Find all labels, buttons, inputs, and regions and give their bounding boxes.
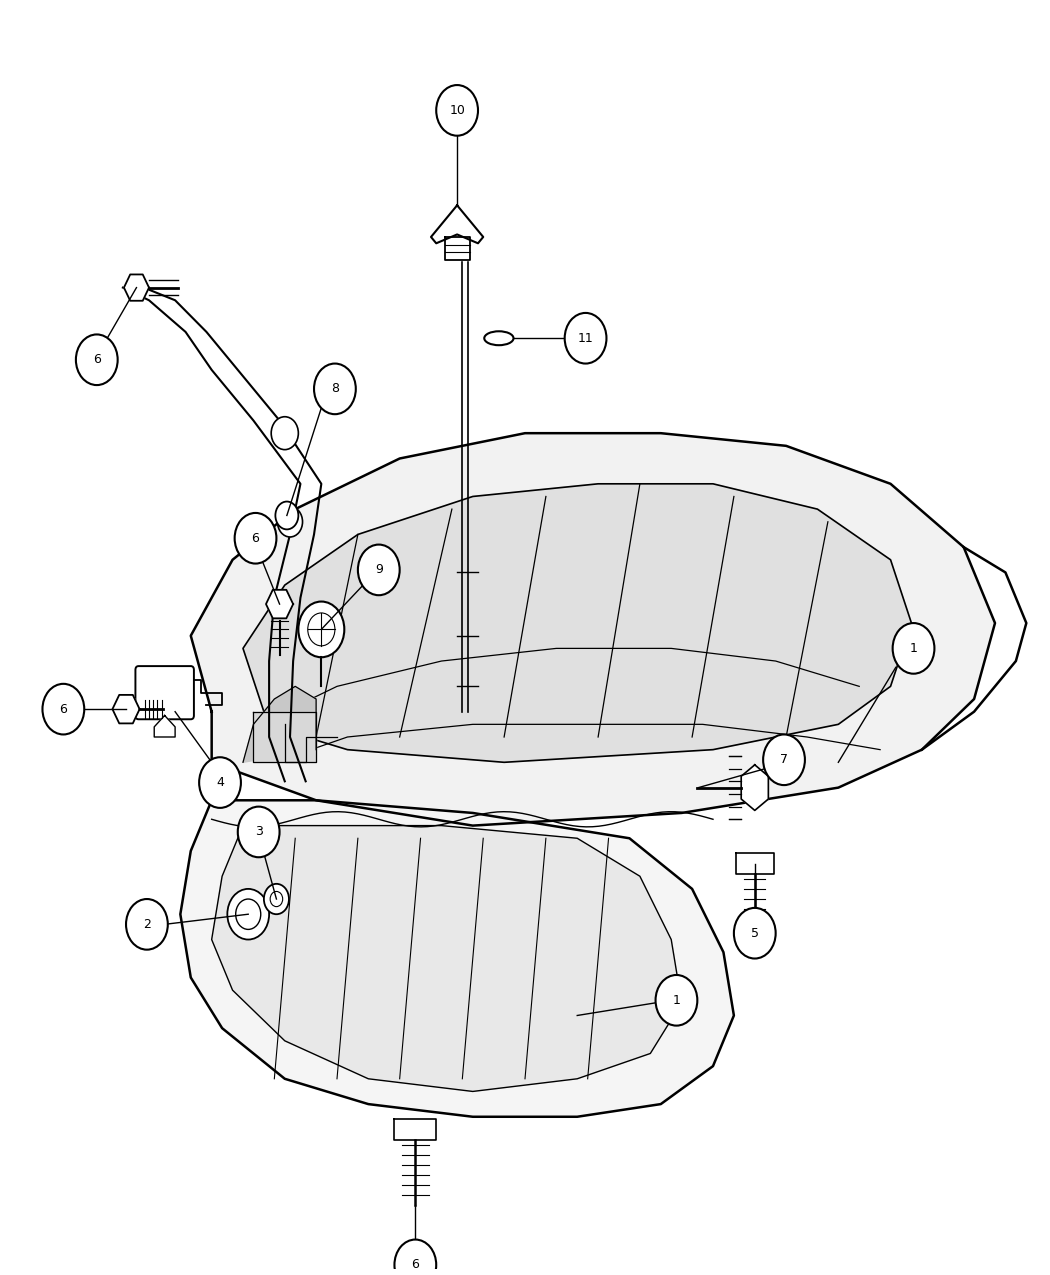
Circle shape [298, 602, 344, 657]
Circle shape [200, 757, 240, 808]
Polygon shape [243, 686, 316, 762]
Circle shape [228, 889, 269, 940]
Text: 6: 6 [92, 353, 101, 366]
Circle shape [565, 312, 607, 363]
Text: 4: 4 [216, 776, 224, 789]
Circle shape [314, 363, 356, 414]
FancyBboxPatch shape [135, 666, 194, 719]
Polygon shape [154, 715, 175, 737]
Text: 6: 6 [252, 532, 259, 544]
Circle shape [655, 975, 697, 1025]
Circle shape [126, 899, 168, 950]
Polygon shape [741, 765, 769, 811]
Text: 1: 1 [909, 641, 918, 655]
Circle shape [358, 544, 400, 595]
Circle shape [237, 807, 279, 857]
Circle shape [395, 1239, 436, 1275]
Text: 9: 9 [375, 564, 382, 576]
Polygon shape [430, 205, 483, 244]
Text: 8: 8 [331, 382, 339, 395]
Text: 1: 1 [672, 993, 680, 1007]
Circle shape [42, 683, 84, 734]
Polygon shape [253, 711, 316, 762]
Circle shape [436, 85, 478, 135]
Polygon shape [124, 274, 149, 301]
Polygon shape [444, 237, 469, 260]
Text: 5: 5 [751, 927, 759, 940]
Text: 6: 6 [412, 1258, 419, 1271]
Circle shape [734, 908, 776, 959]
Text: 10: 10 [449, 103, 465, 117]
Text: 2: 2 [143, 918, 151, 931]
Circle shape [76, 334, 118, 385]
Polygon shape [212, 826, 681, 1091]
Circle shape [264, 884, 289, 914]
Polygon shape [191, 434, 995, 826]
Text: 7: 7 [780, 754, 788, 766]
Polygon shape [112, 695, 140, 723]
Circle shape [234, 513, 276, 564]
Polygon shape [181, 801, 734, 1117]
Polygon shape [266, 590, 293, 618]
Text: 6: 6 [60, 703, 67, 715]
Circle shape [277, 506, 302, 537]
Circle shape [271, 417, 298, 450]
Polygon shape [395, 1119, 436, 1140]
Text: 11: 11 [578, 332, 593, 344]
Circle shape [275, 501, 298, 529]
Polygon shape [736, 853, 774, 873]
Circle shape [763, 734, 805, 785]
Polygon shape [243, 483, 911, 762]
Circle shape [892, 623, 934, 673]
Text: 3: 3 [255, 825, 262, 839]
